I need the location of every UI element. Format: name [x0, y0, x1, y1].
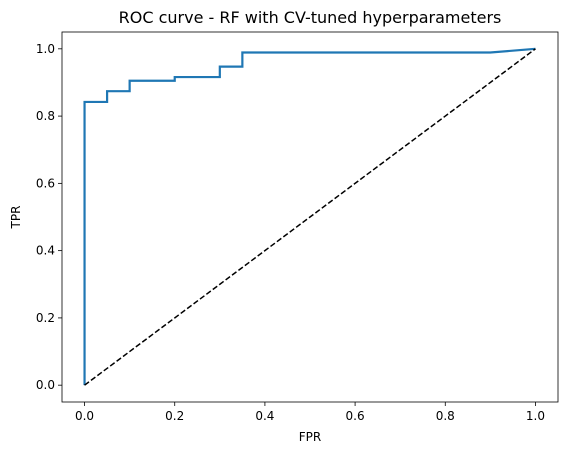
x-tick-label: 0.2	[165, 409, 184, 423]
y-axis-ticks: 0.0 0.2 0.4 0.6 0.8 1.0	[36, 42, 62, 392]
x-tick-label: 1.0	[526, 409, 545, 423]
x-tick-label: 0.0	[75, 409, 94, 423]
y-tick-label: 1.0	[36, 42, 55, 56]
chart-title: ROC curve - RF with CV-tuned hyperparame…	[119, 8, 502, 27]
y-tick-label: 0.0	[36, 378, 55, 392]
y-tick-label: 0.6	[36, 176, 55, 190]
x-axis-label: FPR	[299, 430, 321, 444]
x-tick-label: 0.4	[255, 409, 274, 423]
plot-area	[83, 47, 536, 386]
x-tick-label: 0.8	[436, 409, 455, 423]
x-axis-ticks: 0.0 0.2 0.4 0.6 0.8 1.0	[75, 402, 545, 423]
chance-diagonal-line	[84, 48, 536, 386]
y-tick-label: 0.2	[36, 311, 55, 325]
y-tick-label: 0.8	[36, 109, 55, 123]
axes-frame	[61, 31, 559, 403]
y-axis-label: TPR	[9, 206, 23, 230]
x-tick-label: 0.6	[346, 409, 365, 423]
roc-curve-line	[83, 47, 536, 386]
y-tick-label: 0.4	[36, 244, 55, 258]
